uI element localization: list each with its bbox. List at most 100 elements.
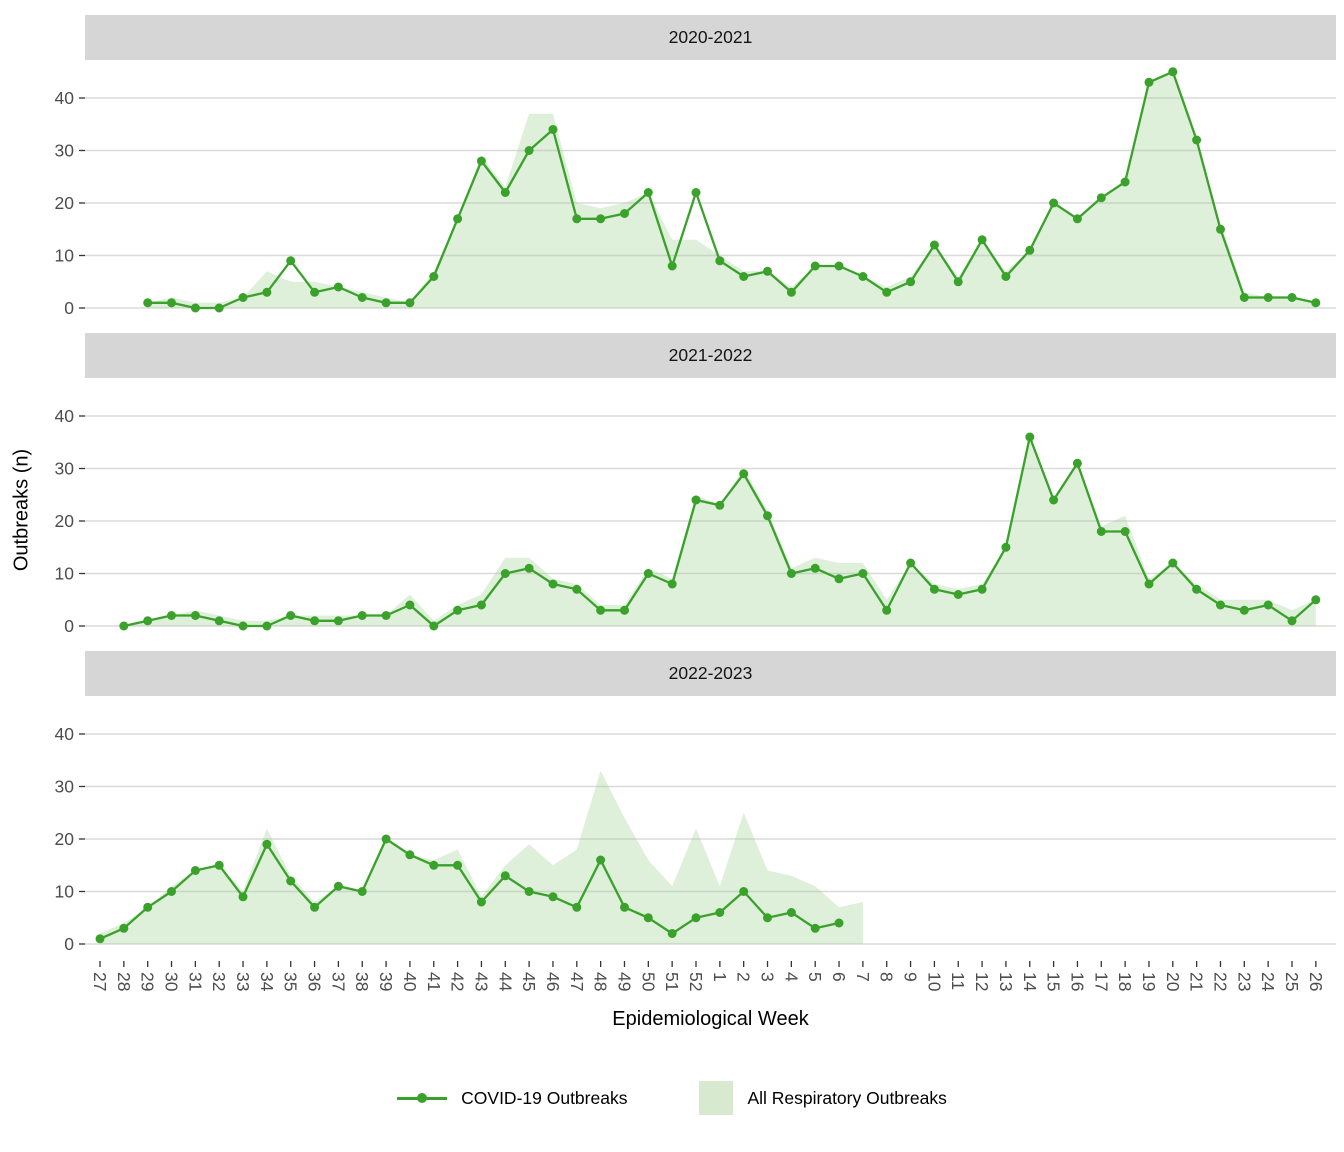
- data-point: [596, 855, 606, 865]
- y-tick-label: 0: [64, 934, 74, 954]
- data-point: [858, 569, 868, 578]
- data-point: [667, 579, 677, 589]
- data-point: [1049, 198, 1059, 208]
- x-tick-label: 5: [805, 972, 825, 982]
- x-tick-label: 17: [1091, 972, 1111, 991]
- data-point: [739, 887, 749, 896]
- data-point: [262, 287, 272, 297]
- data-point: [643, 569, 653, 578]
- x-tick-label: 36: [305, 972, 325, 991]
- x-tick-label: 20: [1163, 972, 1183, 992]
- data-point: [333, 881, 343, 891]
- x-tick-label: 1: [710, 972, 730, 982]
- data-point: [1216, 224, 1225, 234]
- data-point: [381, 611, 391, 620]
- data-point: [476, 600, 486, 610]
- facet-strip-2021-2022: 2021-2022: [668, 345, 753, 365]
- x-tick-label: 43: [471, 972, 491, 991]
- data-point: [929, 240, 939, 250]
- data-point: [310, 902, 320, 912]
- data-point: [357, 887, 367, 896]
- y-axis-title: Outbreaks (n): [10, 448, 33, 572]
- x-tick-label: 24: [1258, 972, 1278, 992]
- data-point: [333, 616, 343, 626]
- data-point: [572, 584, 582, 594]
- data-point: [596, 605, 606, 615]
- data-point: [190, 611, 200, 620]
- data-point: [1192, 135, 1202, 145]
- y-tick-label: 10: [55, 882, 75, 902]
- data-point: [524, 887, 534, 896]
- all-respiratory-area: [100, 770, 863, 944]
- x-tick-label: 38: [352, 972, 372, 991]
- data-point: [1072, 458, 1082, 468]
- data-point: [429, 272, 439, 281]
- data-point: [1096, 527, 1106, 536]
- legend-item-covid: COVID-19 Outbreaks: [397, 1086, 627, 1110]
- x-tick-label: 15: [1044, 972, 1064, 991]
- data-point: [167, 887, 176, 896]
- legend-label-all-resp: All Respiratory Outbreaks: [747, 1087, 947, 1108]
- x-tick-label: 44: [495, 972, 515, 992]
- y-tick-label: 10: [55, 564, 75, 584]
- x-tick-label: 26: [1306, 972, 1326, 991]
- x-tick-label: 42: [448, 972, 468, 991]
- x-tick-label: 50: [638, 972, 658, 992]
- x-tick-label: 31: [185, 972, 205, 991]
- data-point: [262, 621, 272, 631]
- legend: COVID-19 Outbreaks All Respiratory Outbr…: [0, 1076, 1344, 1120]
- data-point: [310, 287, 320, 297]
- data-point: [763, 913, 772, 923]
- x-tick-label: 45: [519, 972, 539, 991]
- facet-strip-2022-2023: 2022-2023: [668, 663, 753, 683]
- data-point: [453, 860, 463, 870]
- y-tick-label: 0: [64, 616, 74, 636]
- x-tick-label: 52: [686, 972, 706, 991]
- data-point: [476, 156, 486, 166]
- x-tick-label: 19: [1139, 972, 1159, 991]
- data-point: [190, 866, 200, 875]
- data-point: [1311, 298, 1321, 308]
- data-point: [214, 616, 224, 626]
- data-point: [882, 605, 892, 615]
- y-tick-label: 40: [55, 724, 75, 744]
- data-point: [977, 235, 987, 245]
- y-tick-label: 30: [55, 141, 75, 161]
- data-point: [500, 569, 510, 578]
- data-point: [691, 495, 701, 505]
- data-point: [572, 902, 582, 912]
- x-axis-title: Epidemiological Week: [612, 1008, 809, 1030]
- data-point: [1192, 584, 1202, 594]
- data-point: [524, 563, 534, 573]
- data-point: [1239, 293, 1249, 302]
- data-point: [262, 839, 272, 849]
- data-point: [929, 584, 939, 594]
- y-tick-label: 20: [55, 193, 75, 213]
- data-point: [143, 902, 153, 912]
- data-point: [1168, 558, 1178, 568]
- data-point: [381, 834, 391, 844]
- data-point: [238, 293, 248, 302]
- data-point: [1072, 214, 1082, 224]
- x-tick-label: 25: [1282, 972, 1302, 991]
- data-point: [214, 303, 224, 313]
- data-point: [1287, 616, 1297, 626]
- data-point: [238, 621, 248, 631]
- data-point: [357, 611, 367, 620]
- data-point: [548, 579, 558, 589]
- x-tick-label: 16: [1067, 972, 1087, 991]
- x-tick-label: 18: [1115, 972, 1135, 991]
- data-point: [691, 913, 701, 923]
- data-point: [882, 287, 892, 297]
- data-point: [500, 871, 510, 881]
- data-point: [1144, 77, 1154, 87]
- data-point: [429, 621, 439, 631]
- data-point: [786, 908, 796, 917]
- data-point: [953, 277, 963, 287]
- data-point: [214, 860, 224, 870]
- facet-strip-bg: [85, 15, 1336, 60]
- data-point: [834, 574, 844, 584]
- area-key-icon: [699, 1081, 734, 1115]
- data-point: [1001, 542, 1011, 552]
- data-point: [1001, 272, 1011, 281]
